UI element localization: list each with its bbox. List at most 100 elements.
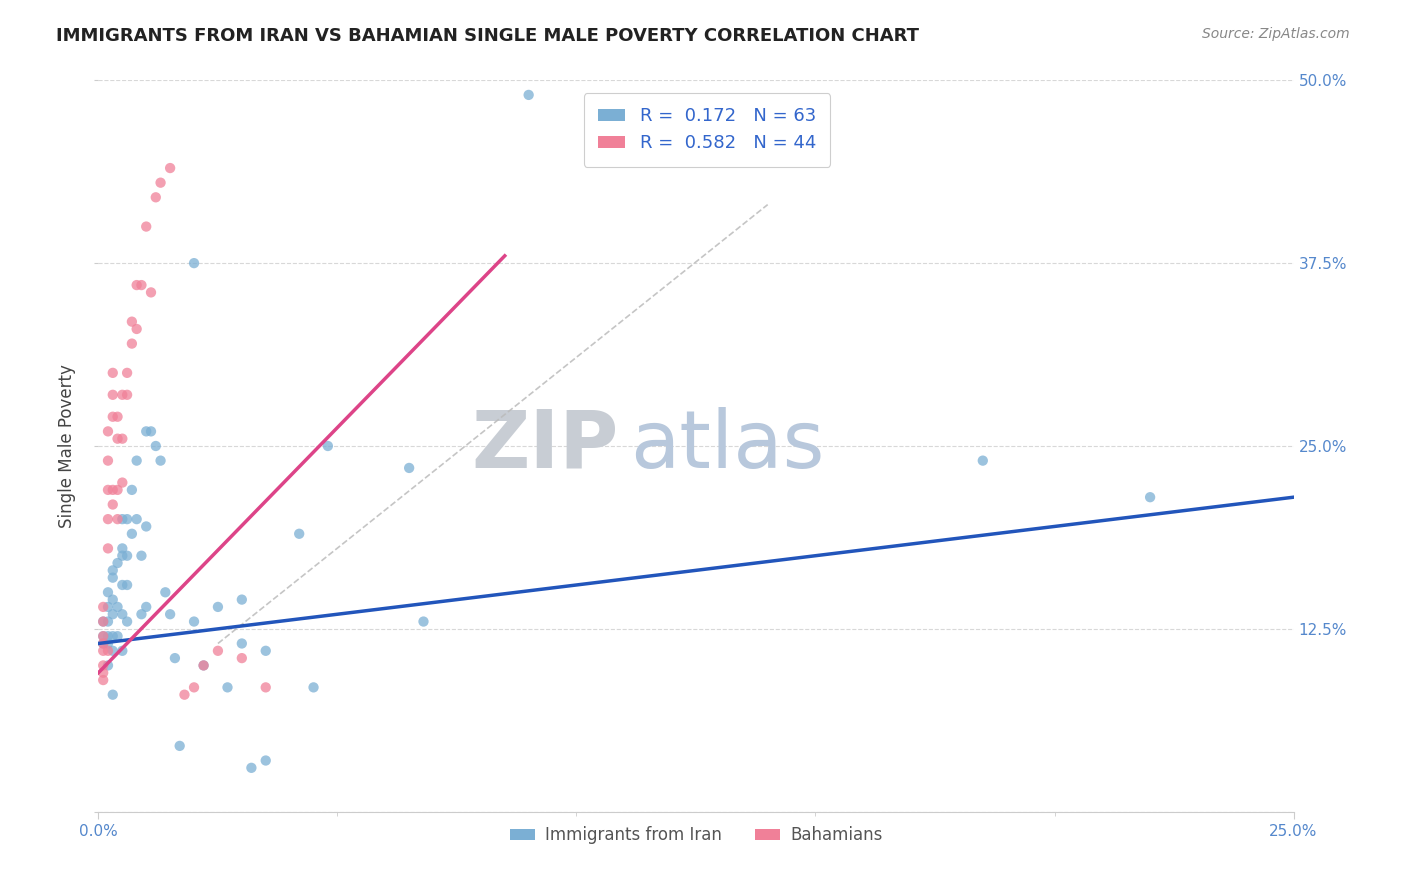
- Point: [101, 607, 124, 622]
- Point: [115, 512, 138, 526]
- Point: [111, 512, 134, 526]
- Point: [91, 673, 114, 687]
- Point: [91, 665, 114, 680]
- Point: [107, 599, 129, 614]
- Point: [91, 615, 114, 629]
- Point: [91, 629, 114, 643]
- Point: [107, 432, 129, 446]
- Point: [91, 599, 114, 614]
- Point: [91, 644, 114, 658]
- Point: [288, 526, 311, 541]
- Point: [231, 592, 253, 607]
- Point: [115, 549, 138, 563]
- Point: [254, 644, 277, 658]
- Point: [107, 556, 129, 570]
- Point: [115, 388, 138, 402]
- Point: [97, 425, 120, 439]
- Point: [91, 636, 114, 650]
- Point: [217, 681, 239, 695]
- Point: [101, 571, 124, 585]
- Point: [111, 578, 134, 592]
- Point: [97, 636, 120, 650]
- Point: [125, 453, 148, 467]
- Point: [302, 681, 325, 695]
- Point: [131, 607, 153, 622]
- Point: [131, 278, 153, 293]
- Point: [193, 658, 215, 673]
- Legend: Immigrants from Iran, Bahamians: Immigrants from Iran, Bahamians: [503, 820, 889, 851]
- Point: [121, 526, 143, 541]
- Point: [91, 629, 114, 643]
- Point: [316, 439, 339, 453]
- Point: [97, 585, 120, 599]
- Point: [125, 512, 148, 526]
- Point: [169, 739, 191, 753]
- Point: [97, 512, 120, 526]
- Point: [240, 761, 263, 775]
- Point: [97, 483, 120, 497]
- Point: [1139, 490, 1161, 504]
- Point: [149, 453, 172, 467]
- Point: [131, 549, 153, 563]
- Point: [97, 629, 120, 643]
- Point: [101, 644, 124, 658]
- Point: [121, 315, 143, 329]
- Point: [111, 549, 134, 563]
- Point: [121, 483, 143, 497]
- Point: [101, 563, 124, 577]
- Point: [97, 615, 120, 629]
- Point: [101, 629, 124, 643]
- Point: [97, 453, 120, 467]
- Point: [115, 366, 138, 380]
- Point: [97, 541, 120, 556]
- Point: [145, 190, 167, 204]
- Point: [107, 483, 129, 497]
- Point: [101, 498, 124, 512]
- Point: [135, 599, 157, 614]
- Point: [125, 278, 148, 293]
- Point: [111, 541, 134, 556]
- Point: [101, 366, 124, 380]
- Point: [139, 285, 162, 300]
- Point: [101, 688, 124, 702]
- Point: [135, 519, 157, 533]
- Point: [111, 644, 134, 658]
- Point: [183, 615, 205, 629]
- Point: [115, 615, 138, 629]
- Point: [139, 425, 162, 439]
- Point: [163, 651, 186, 665]
- Text: IMMIGRANTS FROM IRAN VS BAHAMIAN SINGLE MALE POVERTY CORRELATION CHART: IMMIGRANTS FROM IRAN VS BAHAMIAN SINGLE …: [56, 27, 920, 45]
- Point: [207, 644, 229, 658]
- Point: [254, 754, 277, 768]
- Point: [231, 636, 253, 650]
- Point: [115, 578, 138, 592]
- Point: [183, 256, 205, 270]
- Point: [121, 336, 143, 351]
- Point: [111, 607, 134, 622]
- Point: [101, 409, 124, 424]
- Point: [159, 161, 181, 175]
- Point: [101, 388, 124, 402]
- Point: [125, 322, 148, 336]
- Point: [107, 629, 129, 643]
- Point: [101, 592, 124, 607]
- Point: [111, 475, 134, 490]
- Point: [97, 599, 120, 614]
- Y-axis label: Single Male Poverty: Single Male Poverty: [58, 364, 76, 528]
- Point: [254, 681, 277, 695]
- Point: [145, 439, 167, 453]
- Point: [972, 453, 994, 467]
- Point: [97, 644, 120, 658]
- Point: [398, 461, 420, 475]
- Point: [91, 636, 114, 650]
- Point: [111, 388, 134, 402]
- Text: Source: ZipAtlas.com: Source: ZipAtlas.com: [1202, 27, 1350, 41]
- Text: atlas: atlas: [630, 407, 824, 485]
- Point: [183, 681, 205, 695]
- Point: [91, 658, 114, 673]
- Point: [517, 87, 540, 102]
- Point: [193, 658, 215, 673]
- Point: [149, 176, 172, 190]
- Point: [111, 432, 134, 446]
- Point: [107, 409, 129, 424]
